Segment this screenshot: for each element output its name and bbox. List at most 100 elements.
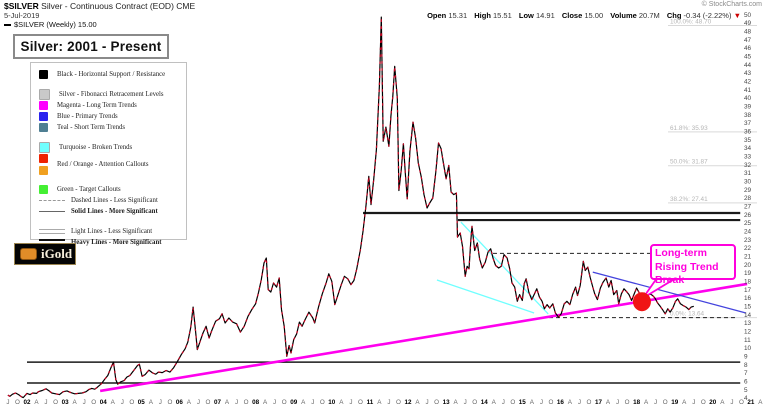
x-axis-label: 21 — [747, 399, 755, 406]
x-axis-label: 09 — [290, 399, 298, 406]
legend-item-label: Solid Lines - More Significant — [71, 208, 158, 215]
annotation-legend: Black - Horizontal Support / Resistance S… — [30, 62, 187, 246]
x-axis-label: A — [377, 399, 382, 406]
igold-logo-icon — [20, 248, 37, 260]
low-value: 14.91 — [535, 11, 555, 20]
y-axis-label: 27 — [744, 204, 752, 211]
primary-downtrend — [592, 271, 747, 314]
x-axis-label: A — [720, 399, 725, 406]
x-axis-label: A — [492, 399, 497, 406]
legend-item-label: Silver - Fibonacci Retracement Levels — [59, 91, 164, 98]
legend-item-label: Heavy Lines - More Significant — [71, 239, 162, 246]
x-axis-label: O — [396, 399, 401, 406]
x-axis-label: O — [472, 399, 477, 406]
x-axis-label: J — [273, 399, 276, 406]
open-value: 15.31 — [448, 11, 468, 20]
y-axis-label: 19 — [744, 270, 752, 277]
legend-line-sample — [39, 229, 65, 234]
y-axis-label: 50 — [744, 12, 752, 19]
fib-label: 61.8%: 35.93 — [670, 125, 708, 132]
x-axis-label: J — [464, 399, 467, 406]
x-axis-label: 15 — [519, 399, 527, 406]
price-series — [7, 16, 694, 399]
fib-label: 0.0%: 13.64 — [670, 311, 705, 318]
y-axis-label: 43 — [744, 70, 752, 77]
x-axis-label: O — [91, 399, 96, 406]
legend-item-label: Teal - Short Term Trends — [57, 124, 126, 131]
legend-swatch — [39, 70, 48, 79]
y-axis-label: 11 — [744, 337, 751, 344]
x-axis-label: J — [349, 399, 352, 406]
high-label: High — [474, 11, 491, 20]
x-axis-label: 08 — [252, 399, 260, 406]
fib-label: 50.0%: 31.87 — [670, 159, 708, 166]
x-axis-label: A — [606, 399, 611, 406]
y-axis-label: 31 — [744, 170, 752, 177]
x-axis-label: O — [625, 399, 630, 406]
legend-item: Solid Lines - More Significant — [39, 206, 186, 217]
down-arrow-icon: ▼ — [733, 11, 741, 20]
igold-logo: iGold — [14, 243, 76, 265]
legend-item: Silver - Fibonacci Retracement Levels — [39, 89, 186, 100]
legend-item-label: Turquoise - Broken Trends — [59, 144, 133, 151]
x-axis-label: O — [129, 399, 134, 406]
x-axis-label: O — [282, 399, 287, 406]
trend-break-marker — [632, 292, 651, 312]
y-axis-label: 45 — [744, 54, 752, 61]
y-axis-label: 47 — [744, 37, 752, 44]
y-axis-label: 23 — [744, 237, 752, 244]
open-label: Open — [427, 11, 447, 20]
y-axis-label: 15 — [744, 304, 752, 311]
x-axis-label: O — [244, 399, 249, 406]
x-axis-label: 07 — [214, 399, 222, 406]
x-axis-label: A — [415, 399, 420, 406]
x-axis-label: A — [149, 399, 154, 406]
x-axis-label: J — [387, 399, 390, 406]
y-axis-label: 34 — [744, 145, 752, 152]
y-axis-label: 21 — [744, 254, 752, 261]
x-axis-label: 03 — [62, 399, 70, 406]
quote-date: 5-Jul-2019 — [4, 11, 40, 20]
low-label: Low — [518, 11, 534, 20]
x-axis-label: 20 — [709, 399, 717, 406]
ohlc-quote-row: Open 15.31 High 15.51 Low 14.91 Close 15… — [422, 11, 741, 20]
x-axis-label: J — [197, 399, 200, 406]
y-axis-label: 8 — [744, 362, 748, 369]
legend-item: Blue - Primary Trends — [39, 111, 186, 122]
y-axis-label: 24 — [744, 229, 752, 236]
broken-trend-lower — [436, 279, 535, 314]
x-axis-label: J — [426, 399, 429, 406]
y-axis-label: 14 — [744, 312, 752, 319]
legend-item: Green - Target Callouts — [39, 184, 186, 195]
y-axis-label: 41 — [744, 87, 752, 94]
legend-item-label: Blue - Primary Trends — [57, 113, 118, 120]
y-axis-label: 9 — [744, 354, 748, 361]
chg-label: Chg — [666, 11, 682, 20]
x-axis-label: O — [701, 399, 706, 406]
x-axis-label: 19 — [671, 399, 679, 406]
x-axis-label: J — [540, 399, 543, 406]
x-axis-label: 14 — [481, 399, 489, 406]
y-axis-label: 46 — [744, 45, 752, 52]
x-axis-label: O — [510, 399, 515, 406]
y-axis-label: 26 — [744, 212, 752, 219]
chart-title-box: Silver: 2001 - Present — [13, 34, 169, 59]
legend-item: Red / Orange - Attention Callouts — [39, 153, 186, 175]
y-axis-label: 10 — [744, 345, 752, 352]
broken-trend-upper — [460, 221, 549, 315]
x-axis-label: J — [502, 399, 505, 406]
y-axis-label: 28 — [744, 195, 752, 202]
legend-item-label: Dashed Lines - Less Significant — [71, 197, 158, 204]
x-axis-label: O — [15, 399, 20, 406]
x-axis-label: A — [644, 399, 649, 406]
x-axis-label: J — [654, 399, 657, 406]
legend-item-label: Light Lines - Less Significant — [71, 228, 153, 235]
y-axis-label: 30 — [744, 179, 752, 186]
y-axis-label: 39 — [744, 104, 752, 111]
x-axis-label: O — [434, 399, 439, 406]
y-axis-label: 32 — [744, 162, 752, 169]
x-axis-label: 17 — [595, 399, 603, 406]
x-axis-label: J — [235, 399, 238, 406]
